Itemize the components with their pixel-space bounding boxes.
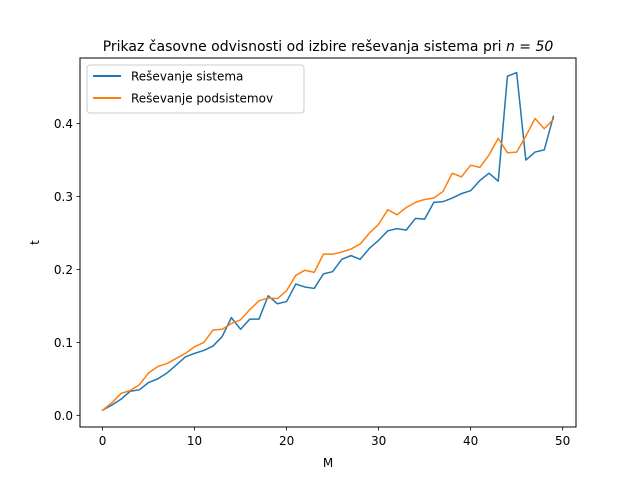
chart-title-math: n = 50 (506, 39, 553, 55)
legend-label-resevanje-sistema: Reševanje sistema (131, 70, 243, 84)
y-tick-label: 0.1 (54, 336, 73, 350)
x-tick-label: 40 (463, 434, 478, 448)
series-line-resevanje-sistema (101, 71, 555, 412)
series-line-resevanje-podsistemov (101, 117, 555, 412)
y-tick-label: 0.4 (54, 117, 73, 131)
legend-label-resevanje-podsistemov: Reševanje podsistemov (131, 92, 273, 106)
x-tick-label: 10 (187, 434, 202, 448)
axes-frame (79, 57, 577, 428)
legend: Reševanje sistema Reševanje podsistemov (86, 64, 305, 114)
x-tick-label: 50 (555, 434, 570, 448)
y-tick-label: 0.0 (54, 409, 73, 423)
chart-title-text: Prikaz časovne odvisnosti od izbire reše… (103, 39, 506, 55)
y-tick-label: 0.2 (54, 263, 73, 277)
x-tick-label: 30 (371, 434, 386, 448)
x-tick-label: 20 (279, 434, 294, 448)
series-lines (101, 71, 555, 412)
legend-box (86, 64, 305, 114)
y-tick-label: 0.3 (54, 190, 73, 204)
chart-title: Prikaz časovne odvisnosti od izbire reše… (103, 39, 554, 55)
x-axis-label: M (323, 456, 333, 470)
axis-ticks: 0 10 20 30 40 50 0.0 0.1 0.2 0.3 0.4 (54, 117, 570, 448)
y-axis-label: t (28, 240, 42, 245)
x-tick-label: 0 (99, 434, 107, 448)
